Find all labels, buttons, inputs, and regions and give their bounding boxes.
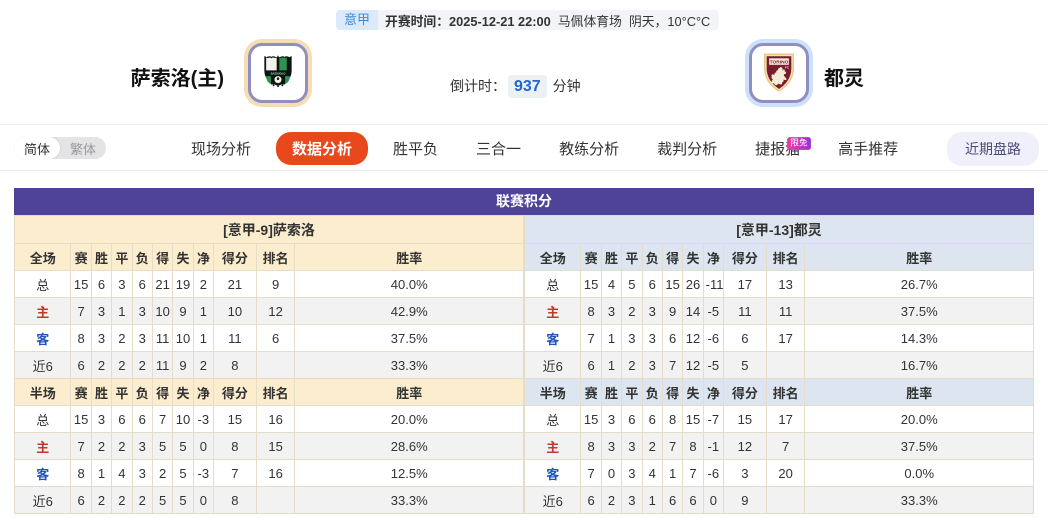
svg-text:TORINO: TORINO — [770, 59, 789, 65]
svg-text:SASSUOLO: SASSUOLO — [271, 71, 286, 75]
